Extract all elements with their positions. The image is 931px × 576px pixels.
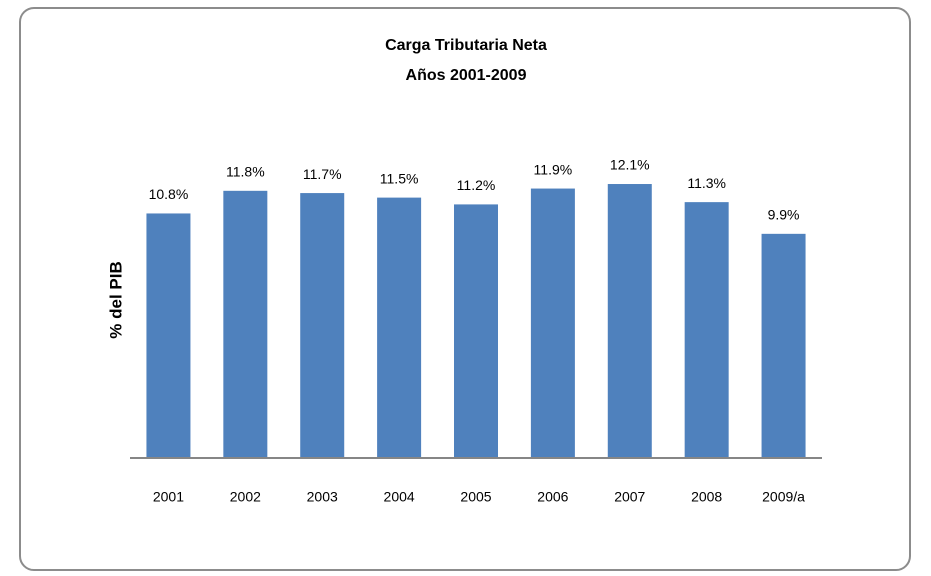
- chart-subtitle: Años 2001-2009: [406, 67, 527, 84]
- bar: [607, 184, 652, 458]
- data-label: 11.8%: [226, 164, 265, 180]
- data-label: 11.9%: [534, 161, 573, 177]
- bar: [223, 190, 268, 459]
- bar: [377, 197, 422, 458]
- bar: [300, 193, 345, 459]
- bar: [146, 213, 191, 458]
- data-label: 11.5%: [380, 170, 419, 186]
- x-tick-label: 2001: [153, 489, 184, 505]
- data-label: 10.8%: [149, 186, 189, 202]
- x-tick-label: 2007: [614, 489, 645, 505]
- data-label: 12.1%: [610, 157, 650, 173]
- x-tick-label: 2002: [230, 489, 261, 505]
- x-tick-label: 2009/a: [762, 489, 805, 505]
- data-label: 11.3%: [687, 175, 726, 191]
- data-label: 9.9%: [768, 207, 800, 223]
- x-tick-label: 2005: [460, 489, 491, 505]
- bar: [530, 188, 575, 459]
- y-axis-label: % del PIB: [106, 261, 125, 338]
- bar: [454, 204, 498, 458]
- data-label: 11.7%: [303, 166, 342, 182]
- x-tick-label: 2004: [384, 489, 415, 505]
- x-tick-label: 2008: [691, 489, 722, 505]
- data-label: 11.2%: [457, 177, 496, 193]
- x-tick-label: 2006: [537, 489, 568, 505]
- bar: [684, 202, 729, 458]
- bar: [761, 233, 806, 458]
- chart-title: Carga Tributaria Neta: [385, 37, 547, 54]
- x-tick-label: 2003: [307, 489, 338, 505]
